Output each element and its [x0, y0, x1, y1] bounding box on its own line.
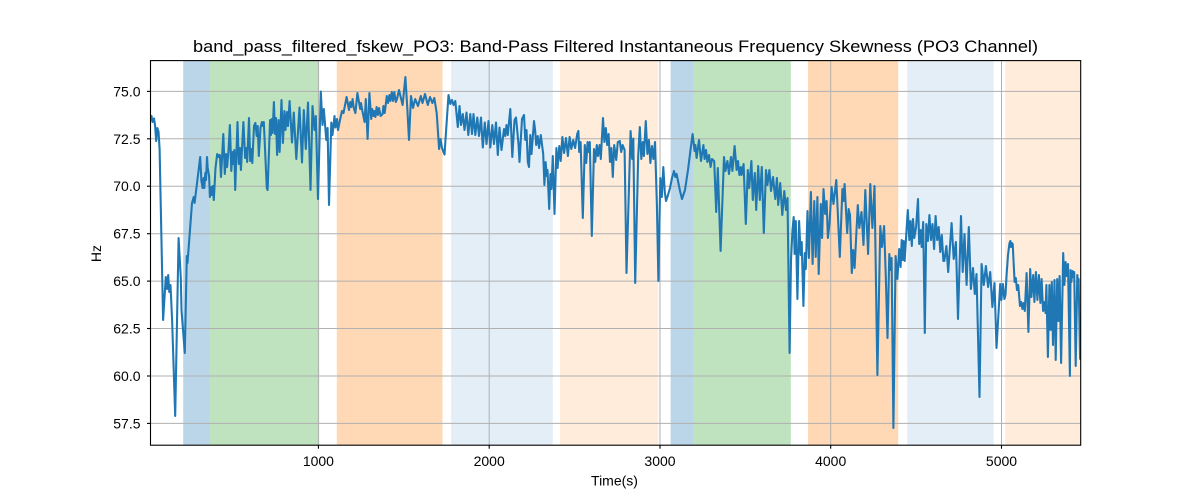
svg-text:Hz: Hz	[88, 245, 104, 262]
svg-text:62.5: 62.5	[113, 321, 140, 337]
svg-text:57.5: 57.5	[113, 415, 140, 431]
svg-text:75.0: 75.0	[113, 83, 140, 99]
svg-text:60.0: 60.0	[113, 368, 140, 384]
svg-text:67.5: 67.5	[113, 226, 140, 242]
svg-text:5000: 5000	[986, 453, 1017, 469]
svg-text:3000: 3000	[644, 453, 675, 469]
svg-text:65.0: 65.0	[113, 273, 140, 289]
svg-text:70.0: 70.0	[113, 178, 140, 194]
svg-text:4000: 4000	[815, 453, 846, 469]
svg-text:band_pass_filtered_fskew_PO3:: band_pass_filtered_fskew_PO3: Band-Pass …	[193, 37, 1038, 56]
svg-text:Time(s): Time(s)	[591, 472, 638, 488]
svg-text:72.5: 72.5	[113, 131, 140, 147]
svg-text:1000: 1000	[303, 453, 334, 469]
svg-text:2000: 2000	[474, 453, 505, 469]
